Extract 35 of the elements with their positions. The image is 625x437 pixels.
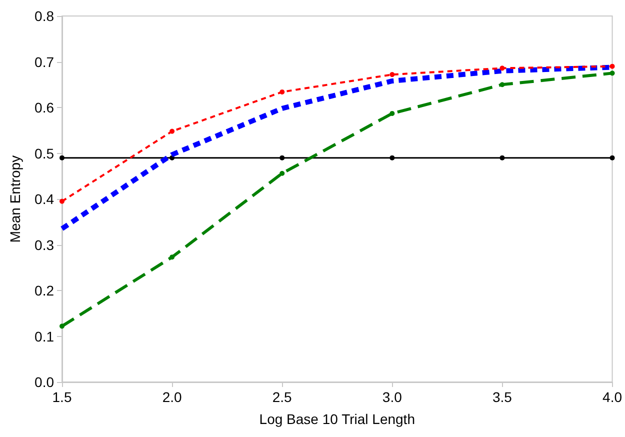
x-tick-label: 4.0 <box>602 389 622 405</box>
y-tick-label: 0.3 <box>34 236 54 253</box>
x-tick-label: 3.0 <box>382 389 402 405</box>
y-tick-label: 0.5 <box>34 145 54 162</box>
point <box>170 254 175 260</box>
y-tick-label: 0.2 <box>34 282 54 298</box>
x-tick-label: 2.0 <box>162 389 182 405</box>
x-tick-label: 2.5 <box>272 389 292 405</box>
y-tick-label: 0.7 <box>34 54 54 70</box>
point <box>280 155 285 160</box>
point <box>60 198 64 204</box>
y-tick-label: 0.8 <box>34 8 54 24</box>
point <box>390 110 395 116</box>
point <box>390 155 395 160</box>
point <box>500 66 505 71</box>
point <box>500 155 505 160</box>
x-tick-label: 1.5 <box>52 389 72 405</box>
y-tick-label: 0.4 <box>34 191 54 207</box>
point <box>280 89 285 94</box>
y-tick-label: 0.6 <box>34 100 54 116</box>
x-tick-label: 3.5 <box>492 389 512 405</box>
point <box>610 155 615 160</box>
point <box>390 72 395 78</box>
point <box>280 170 285 176</box>
point <box>60 324 64 329</box>
y-axis-title: Mean Entropy <box>7 155 23 243</box>
point <box>500 82 505 88</box>
point <box>170 128 175 134</box>
point <box>610 64 615 69</box>
y-tick-label: 0.1 <box>34 328 54 344</box>
x-axis-title: Log Base 10 Trial Length <box>259 411 415 427</box>
point <box>170 155 175 160</box>
point <box>610 70 615 76</box>
point <box>60 155 64 160</box>
y-tick-label: 0.0 <box>34 374 54 390</box>
